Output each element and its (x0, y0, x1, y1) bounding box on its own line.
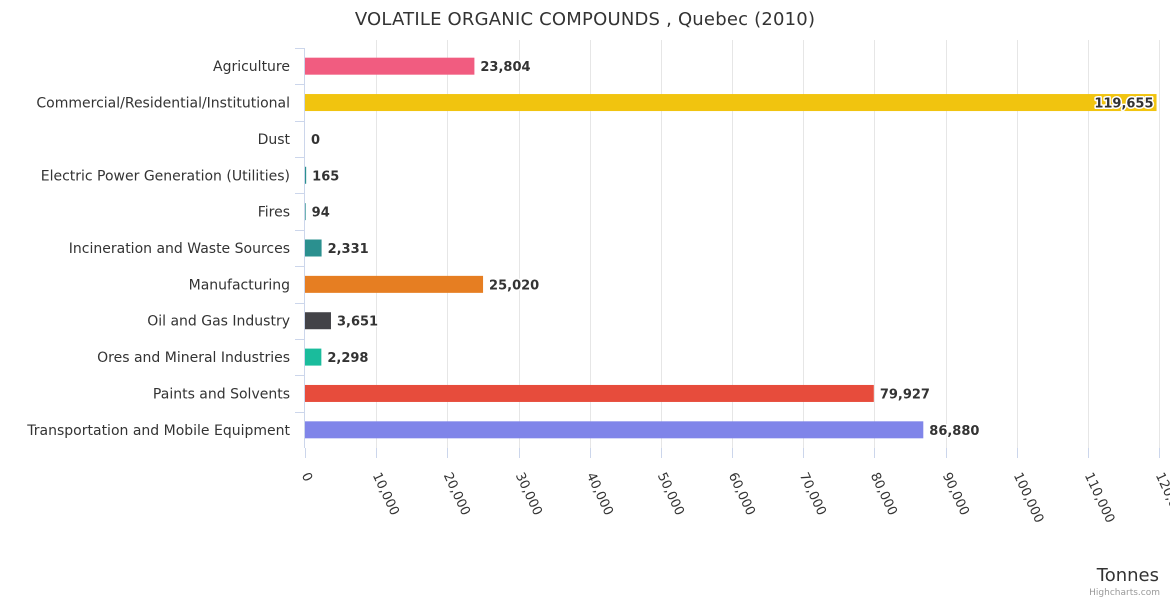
data-label-0: 23,804 (480, 60, 530, 75)
category-label-7: Oil and Gas Industry (147, 314, 290, 330)
category-label-4: Fires (258, 205, 290, 221)
bar-6[interactable] (305, 275, 484, 293)
data-label-4: 94 (312, 206, 330, 221)
data-label-5: 2,331 (328, 242, 369, 257)
bar-5[interactable] (305, 239, 322, 257)
category-label-8: Ores and Mineral Industries (97, 350, 290, 366)
bar-10[interactable] (305, 421, 924, 439)
bars (305, 57, 1157, 439)
bar-3[interactable] (305, 166, 307, 184)
category-label-0: Agriculture (213, 59, 290, 75)
data-label-9: 79,927 (880, 387, 930, 402)
data-label-6: 25,020 (489, 278, 539, 293)
value-axis-title: Tonnes (1096, 565, 1159, 586)
category-label-5: Incineration and Waste Sources (69, 241, 290, 257)
category-label-1: Commercial/Residential/Institutional (36, 96, 290, 112)
bar-7[interactable] (305, 312, 331, 330)
category-label-2: Dust (258, 132, 291, 148)
chart-title: VOLATILE ORGANIC COMPOUNDS , Quebec (201… (355, 9, 815, 30)
data-labels: 23,804 119,655 0 165 94 2,331 25,020 3,651 2,298… (310, 59, 1156, 441)
bar-9[interactable] (305, 384, 874, 402)
data-label-8: 2,298 (327, 351, 368, 366)
category-label-9: Paints and Solvents (153, 386, 290, 402)
category-label-3: Electric Power Generation (Utilities) (41, 168, 290, 184)
category-label-10: Transportation and Mobile Equipment (26, 423, 290, 439)
data-label-2: 0 (311, 133, 320, 148)
bar-8[interactable] (305, 348, 322, 366)
data-label-3: 165 (312, 169, 339, 184)
category-label-6: Manufacturing (189, 277, 290, 293)
data-label-1: 119,655 (1094, 97, 1153, 112)
category-labels: Agriculture Commercial/Residential/Instit… (26, 59, 290, 439)
data-label-10: 86,880 (929, 424, 979, 439)
bar-1[interactable] (305, 94, 1157, 112)
credits-link[interactable]: Highcharts.com (1089, 588, 1160, 598)
data-label-7: 3,651 (337, 315, 378, 330)
bar-4[interactable] (305, 203, 306, 221)
bar-0[interactable] (305, 57, 475, 75)
